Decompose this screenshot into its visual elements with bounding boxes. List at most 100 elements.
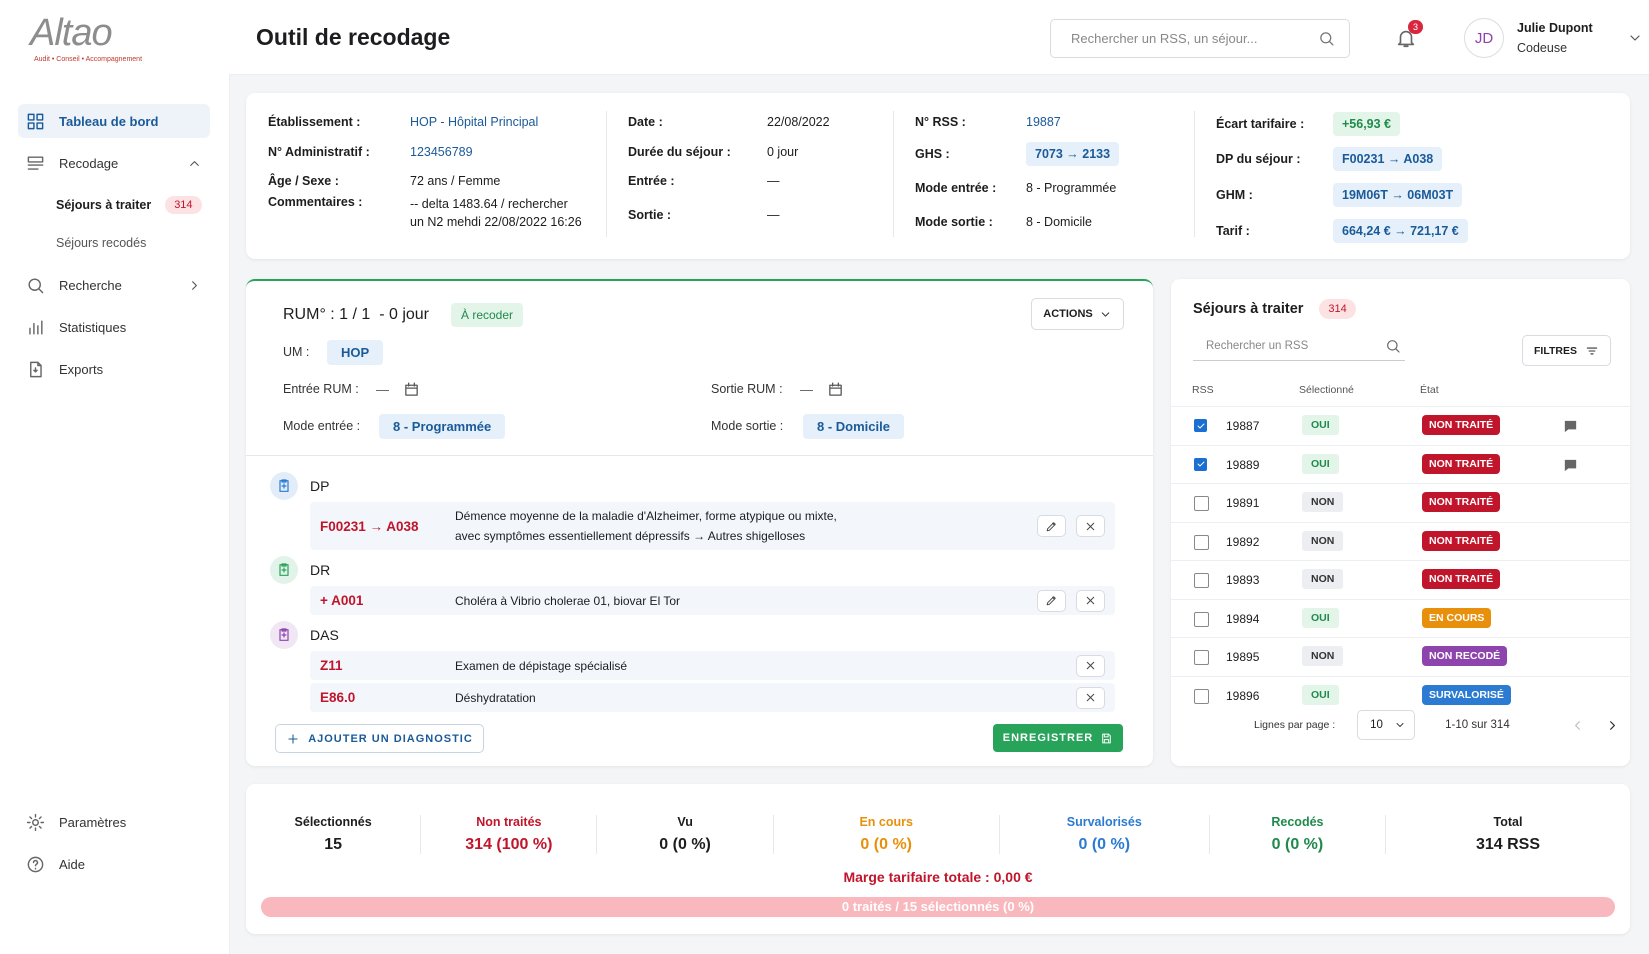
nav-item[interactable]: Recherche — [18, 268, 210, 302]
row-checkbox[interactable] — [1194, 573, 1209, 588]
queue-title: Séjours à traiter — [1193, 301, 1304, 317]
queue-row[interactable]: 19891 NON NON TRAITÉ — [1171, 483, 1630, 522]
nav-item[interactable]: Paramètres — [18, 805, 210, 839]
queue-row[interactable]: 19889 OUI NON TRAITÉ — [1171, 444, 1630, 484]
user-menu[interactable]: JD Julie Dupont Codeuse — [1464, 18, 1643, 58]
global-search[interactable]: Rechercher un RSS, un séjour... — [1050, 19, 1350, 58]
stat-label: Non traités — [476, 814, 542, 829]
selected-chip: NON — [1302, 569, 1344, 589]
stay-card: Établissement : HOP - Hôpital Principal N°… — [246, 93, 1630, 259]
field-label: Tarif : — [1216, 224, 1250, 238]
check-icon — [1197, 461, 1204, 467]
field-label: N° Administratif : — [268, 145, 370, 159]
field-value: 8 - Domicile — [1026, 215, 1092, 229]
nav-icon-path — [28, 277, 44, 293]
save-icon-path — [1102, 733, 1112, 743]
field-label: Mode sortie : — [915, 215, 993, 229]
notifications[interactable]: 3 — [1395, 20, 1424, 49]
stat-label: Recodés — [1271, 814, 1324, 829]
nav-item[interactable]: Exports — [18, 352, 210, 386]
queue-row[interactable]: 19894 OUI EN COURS — [1171, 598, 1630, 638]
rum-field-value: — — [800, 381, 813, 397]
add-label: AJOUTER UN DIAGNOSTIC — [308, 732, 473, 745]
nav-chevron — [190, 160, 199, 166]
row-checkbox[interactable] — [1194, 650, 1209, 665]
stat: Sélectionnés 15 — [246, 814, 422, 854]
queue-search[interactable]: Rechercher un RSS — [1193, 331, 1405, 361]
rum-card: RUM° : 1 / 1 - 0 jour À recoder ACTIONS UM … — [246, 279, 1153, 766]
field-label: GHM : — [1216, 188, 1253, 202]
user-name: Julie Dupont — [1517, 21, 1593, 35]
nav-chevron — [192, 280, 197, 290]
nav-item[interactable]: Recodage — [18, 146, 210, 180]
nav-label: Recherche — [59, 277, 122, 293]
group-icon-glyph-path — [279, 479, 289, 492]
user-chevron-path — [1630, 35, 1640, 41]
logo: Altao — [30, 12, 113, 54]
nav-badge: 314 — [165, 196, 202, 214]
row-checkbox[interactable] — [1194, 496, 1209, 511]
stay-column: Établissement : HOP - Hôpital Principal N°… — [268, 107, 598, 235]
queue-title-row: Séjours à traiter 314 — [1193, 299, 1356, 319]
edit-button[interactable] — [1037, 589, 1066, 612]
remove-button[interactable] — [1076, 515, 1105, 537]
column-header: RSS — [1192, 384, 1214, 396]
remove-button[interactable] — [1076, 654, 1105, 677]
diagnosis-row: + A001 Choléra à Vibrio cholerae 01, biov… — [310, 586, 1115, 615]
group-name: DAS — [310, 627, 339, 643]
field-value: — — [767, 174, 780, 188]
rss-number: 19895 — [1226, 650, 1260, 664]
diagnosis-group-header: DP — [270, 470, 1130, 502]
filters-button[interactable]: FILTRES — [1522, 335, 1611, 366]
add-diagnosis-button[interactable]: AJOUTER UN DIAGNOSTIC — [275, 724, 484, 753]
queue-row[interactable]: 19892 NON NON TRAITÉ — [1171, 521, 1630, 561]
nav-icon — [27, 155, 44, 170]
group-icon — [270, 621, 298, 649]
queue-row[interactable]: 19893 NON NON TRAITÉ — [1171, 560, 1630, 599]
rss-number: 19896 — [1226, 688, 1260, 703]
prev-page — [1574, 720, 1580, 730]
save-button[interactable]: ENREGISTRER — [993, 724, 1123, 752]
remove-button[interactable] — [1076, 686, 1105, 709]
row-checkbox[interactable] — [1194, 457, 1207, 471]
diagnosis-description: Examen de dépistage spécialisé — [455, 658, 628, 673]
nav-subitem[interactable]: Séjours recodés — [18, 226, 210, 260]
row-checkbox[interactable] — [1194, 419, 1207, 432]
field-value: 664,24 € → 721,17 € — [1333, 219, 1468, 243]
field-value: 19887 — [1026, 115, 1061, 129]
rum-field: Sortie RUM : — — [711, 376, 844, 402]
rows-per-page-select[interactable]: 10 — [1357, 710, 1416, 740]
diagnosis-row: E86.0 Déshydratation — [310, 683, 1115, 712]
actions-label: ACTIONS — [1043, 308, 1093, 320]
row-checkbox[interactable] — [1194, 534, 1209, 550]
remove-icon — [1086, 693, 1095, 702]
stay-field: Établissement : HOP - Hôpital Principal — [268, 107, 598, 137]
nav-item[interactable]: Aide — [18, 847, 210, 881]
remove-button[interactable] — [1076, 589, 1105, 612]
stay-field: Mode entrée : 8 - Programmée — [915, 171, 1186, 205]
comment-icon — [1564, 459, 1577, 471]
queue-row[interactable]: 19887 OUI NON TRAITÉ — [1171, 406, 1630, 445]
nav-icon-path — [27, 856, 44, 872]
group-icon-glyph — [279, 479, 289, 492]
row-checkbox[interactable] — [1194, 611, 1209, 627]
nav-subitem[interactable]: Séjours à traiter 314 — [18, 188, 210, 222]
nav-sublabel: Séjours à traiter — [56, 198, 152, 212]
stat-label: Total — [1493, 814, 1523, 829]
nav-label: Aide — [59, 856, 86, 872]
stat-label: En cours — [859, 814, 913, 829]
stay-field: Âge / Sexe : 72 ans / Femme — [268, 167, 598, 195]
nav-item[interactable]: Tableau de bord — [18, 104, 210, 138]
nav-item[interactable]: Statistiques — [18, 310, 210, 344]
filters-label: FILTRES — [1534, 344, 1577, 357]
bell-icon — [1397, 30, 1415, 48]
edit-button[interactable] — [1037, 515, 1066, 537]
rum-field-value: — — [376, 381, 389, 397]
queue-search-placeholder: Rechercher un RSS — [1206, 339, 1309, 352]
queue-row[interactable]: 19895 NON NON RECODÉ — [1171, 637, 1630, 676]
queue-row[interactable]: 19896 OUI SURVALORISÉ — [1171, 675, 1630, 715]
actions-button[interactable]: ACTIONS — [1031, 298, 1124, 330]
row-checkbox[interactable] — [1194, 688, 1209, 704]
